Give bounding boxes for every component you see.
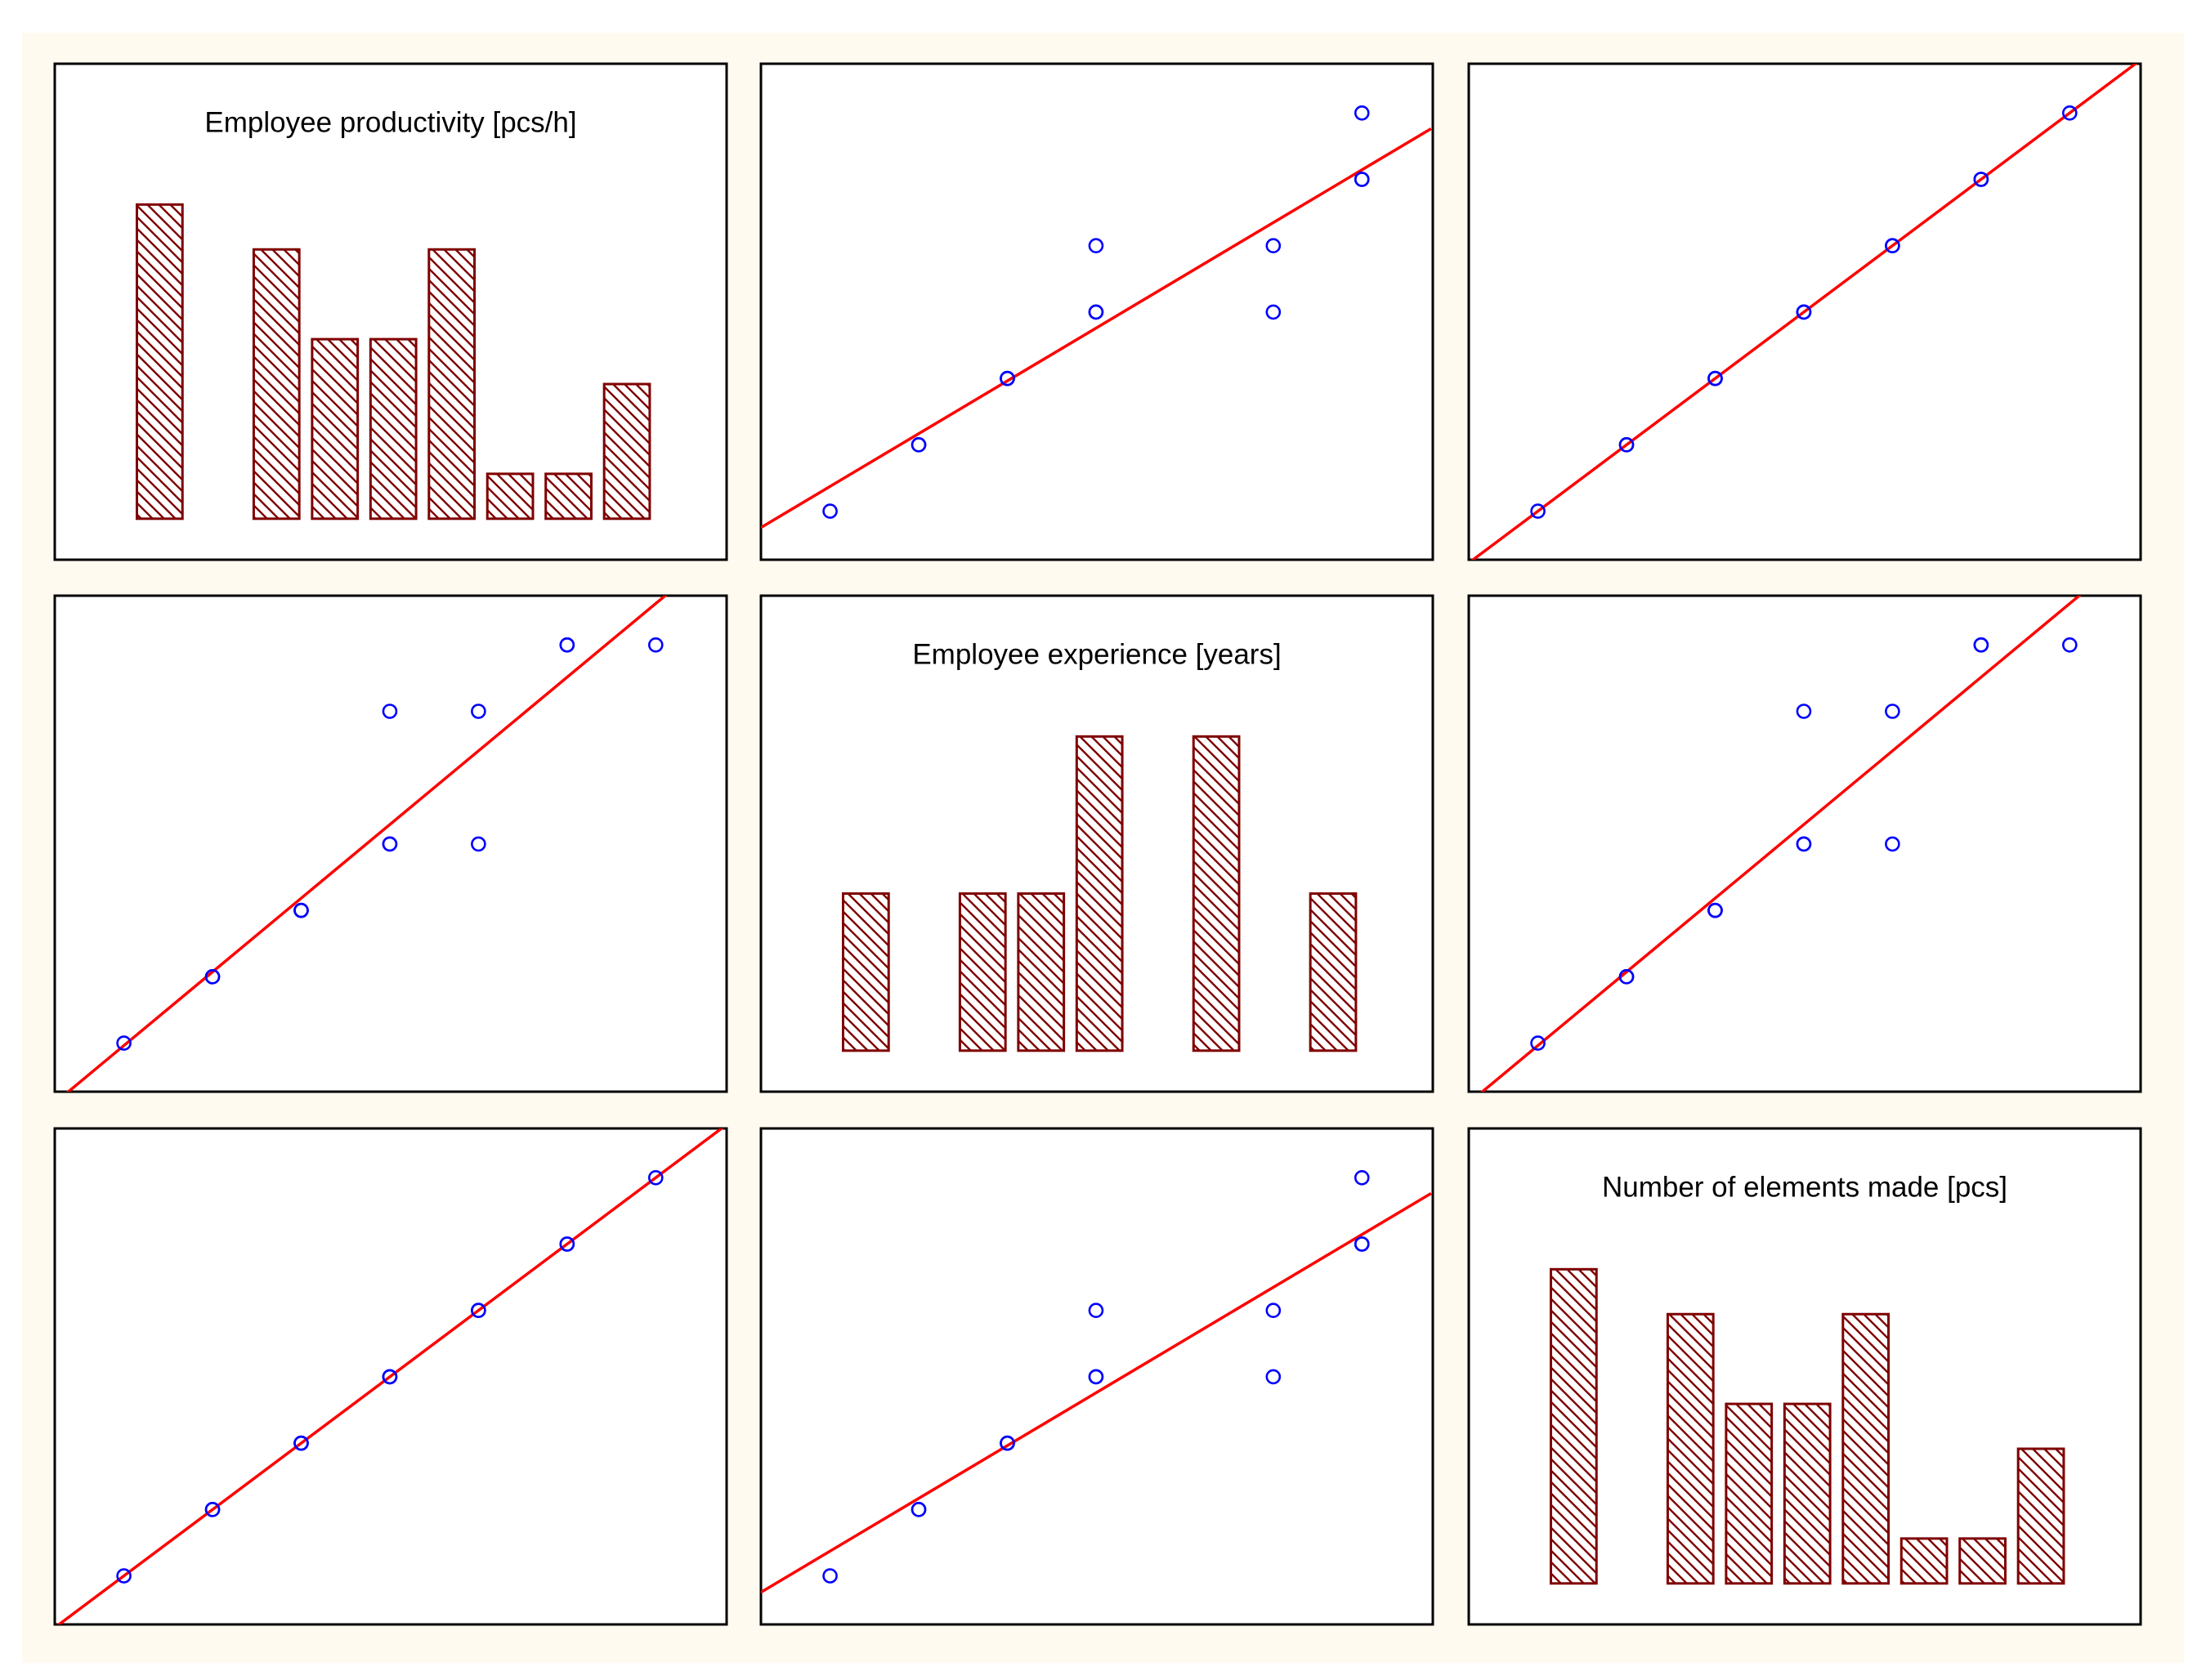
histogram-bar [252, 248, 301, 521]
scatter-point [471, 1302, 486, 1319]
scatter-point [2061, 105, 2078, 121]
fit-line [761, 1191, 1432, 1594]
histogram-title: Employee experience [years] [912, 639, 1281, 671]
scatter-point [1354, 105, 1370, 121]
panel-frame [1467, 594, 2142, 1093]
scatter-point [647, 1169, 664, 1186]
scatter-point [1707, 902, 1723, 918]
scatter-point [1000, 370, 1015, 386]
histogram-bar [544, 472, 593, 521]
scatter-point [1530, 503, 1546, 519]
scatter-point [293, 1435, 309, 1451]
scatter-point [1618, 437, 1635, 453]
histogram-bar [1783, 1402, 1832, 1585]
panel-frame [759, 62, 1434, 561]
scatter-point [1088, 1369, 1104, 1385]
scatter-point [1265, 238, 1282, 254]
histogram-bar [1841, 1312, 1891, 1585]
scatter-point [1885, 238, 1900, 254]
histogram-bar [602, 382, 651, 521]
scatter-point [116, 1568, 132, 1584]
scatter-point [204, 1502, 221, 1517]
scatter-point [1707, 370, 1723, 386]
histogram-bar [135, 203, 184, 521]
histogram-bar [1192, 735, 1241, 1052]
scatter-point [1885, 836, 1900, 852]
scatter-point [471, 836, 486, 852]
fit-line [56, 1128, 724, 1624]
histogram-bar [2016, 1447, 2065, 1585]
scatter-point [382, 1369, 398, 1385]
panel-experience-vs-experience: Employee experience [years] [759, 594, 1434, 1093]
scatter-point [559, 1236, 575, 1252]
histogram-bar [1549, 1267, 1598, 1585]
scatter-point [1354, 1169, 1370, 1186]
fit-line [1470, 64, 2138, 560]
fit-line [65, 596, 668, 1092]
scatter-point [1796, 836, 1812, 852]
panel-productivity-vs-productivity: Employee productivity [pcs/h] [53, 62, 728, 561]
scatter-point [1088, 304, 1104, 320]
scatter-point [1796, 304, 1812, 320]
panel-frame [759, 1127, 1434, 1626]
histogram-bar [1017, 892, 1066, 1052]
scatter-point [1530, 1035, 1546, 1051]
panel-elements-vs-elements: Number of elements made [pcs] [1467, 1127, 2142, 1626]
histogram-bar [1075, 735, 1124, 1052]
scatter-point [1265, 1369, 1282, 1385]
scatter-point [471, 704, 486, 719]
histogram-bar [311, 337, 360, 521]
scatter-point [1265, 304, 1282, 320]
panel-experience-vs-elements [1467, 594, 2142, 1093]
fit-line [761, 127, 1432, 529]
scatter-point [382, 704, 398, 719]
scatter-point [1088, 1302, 1104, 1319]
scatter-point [1618, 969, 1635, 985]
panel-elements-vs-experience [759, 1127, 1434, 1626]
panel-experience-vs-productivity [53, 594, 728, 1093]
histogram-bar [1958, 1537, 2007, 1585]
histogram-bar [958, 892, 1007, 1052]
scatter-point [822, 1568, 838, 1584]
scatter-point [2061, 637, 2078, 653]
histogram-bar [369, 337, 418, 521]
panel-productivity-vs-elements [1467, 62, 2142, 561]
scatter-point [382, 836, 398, 852]
scatter-point [1796, 704, 1812, 719]
scatter-point [1354, 172, 1370, 187]
scatter-point [116, 1035, 132, 1051]
scatter-point [1973, 637, 1989, 653]
histogram-bar [1899, 1537, 1949, 1585]
scatter-point [1885, 704, 1900, 719]
histogram-bar [841, 892, 890, 1052]
scatter-point [1088, 238, 1104, 254]
scatter-point [293, 902, 309, 918]
scatter-point [1265, 1302, 1282, 1319]
panel-productivity-vs-experience [759, 62, 1434, 561]
panel-grid: Employee productivity [pcs/h] Employee ex… [53, 62, 2142, 1626]
histogram-title: Employee productivity [pcs/h] [204, 107, 576, 139]
scatter-point [1000, 1435, 1015, 1451]
scatter-point [822, 503, 838, 519]
panel-elements-vs-productivity [53, 1127, 728, 1626]
histogram-bar [1666, 1312, 1715, 1585]
histogram-bar [1725, 1402, 1774, 1585]
scatter-point [911, 437, 927, 453]
histogram-bar [485, 472, 535, 521]
histogram-bar [427, 248, 477, 521]
panel-frame [53, 594, 728, 1093]
scatter-point [1354, 1236, 1370, 1252]
histogram-bar [1309, 892, 1358, 1052]
scatter-point [559, 637, 575, 653]
scatter-point [647, 637, 664, 653]
histogram-title: Number of elements made [pcs] [1602, 1172, 2007, 1204]
scatter-point [204, 969, 221, 985]
fit-line [1479, 596, 2082, 1092]
scatter-point [911, 1502, 927, 1517]
scatter-point [1973, 172, 1989, 187]
